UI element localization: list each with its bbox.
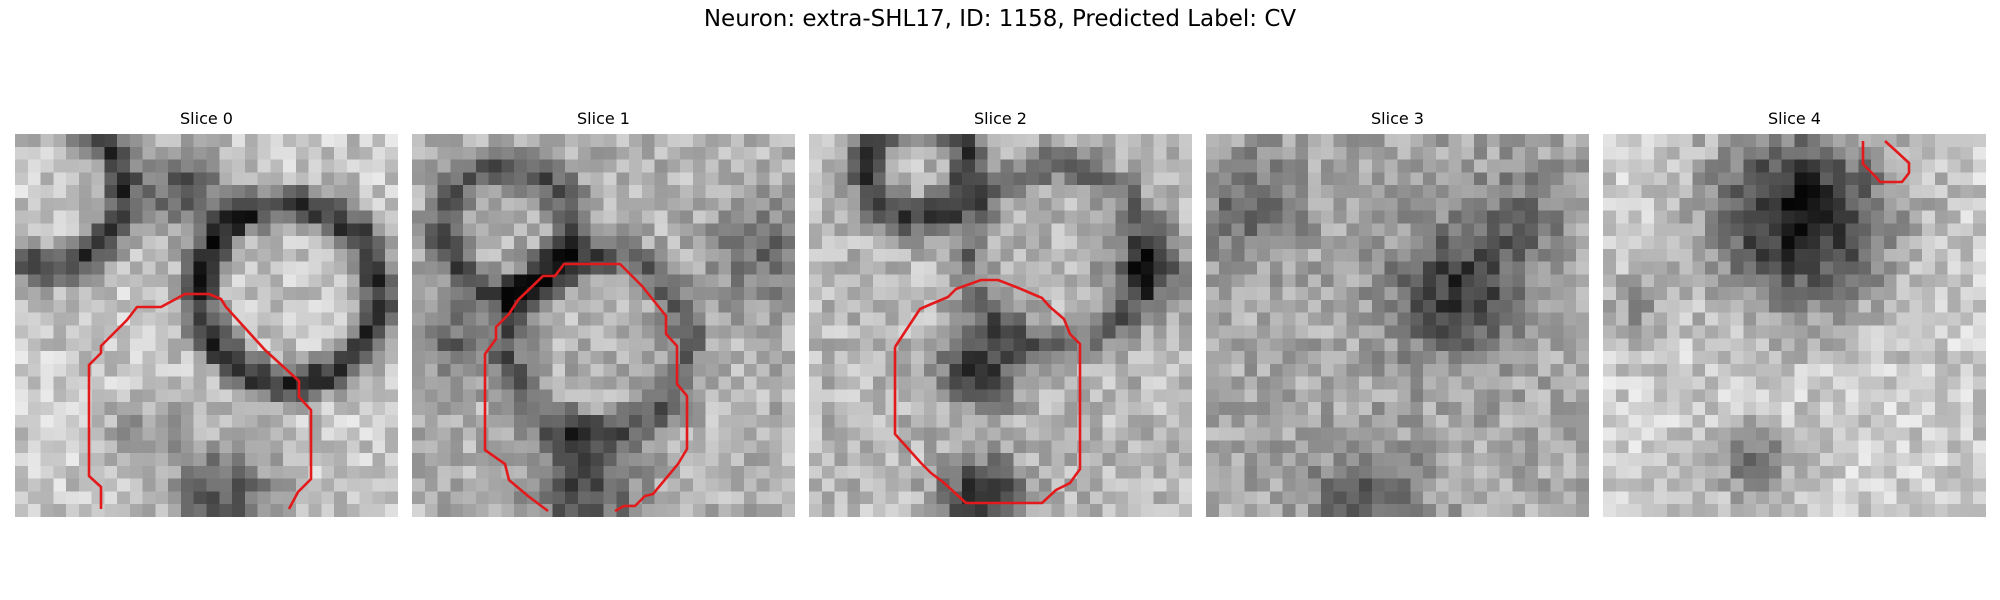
slice-title: Slice 3 bbox=[1371, 109, 1424, 128]
panel-slice-4: Slice 4 bbox=[1603, 0, 1986, 600]
slice-image bbox=[1206, 134, 1589, 517]
slice-image bbox=[15, 134, 398, 517]
slice-image bbox=[1603, 134, 1986, 517]
slice-title: Slice 1 bbox=[577, 109, 630, 128]
segmentation-contour bbox=[893, 278, 1082, 505]
panel-slice-0: Slice 0 bbox=[15, 0, 398, 600]
slice-image bbox=[412, 134, 795, 517]
figure-title: Neuron: extra-SHL17, ID: 1158, Predicted… bbox=[703, 6, 1297, 32]
segmentation-contour bbox=[483, 262, 689, 513]
panel-slice-2: Slice 2 bbox=[809, 0, 1192, 600]
slice-title: Slice 2 bbox=[974, 109, 1027, 128]
panel-slice-3: Slice 3 bbox=[1206, 0, 1589, 600]
slice-title: Slice 0 bbox=[180, 109, 233, 128]
slice-title: Slice 4 bbox=[1768, 109, 1821, 128]
segmentation-contour bbox=[1861, 140, 1911, 184]
slice-image bbox=[809, 134, 1192, 517]
panel-slice-1: Slice 1 bbox=[412, 0, 795, 600]
segmentation-contour bbox=[87, 292, 313, 510]
